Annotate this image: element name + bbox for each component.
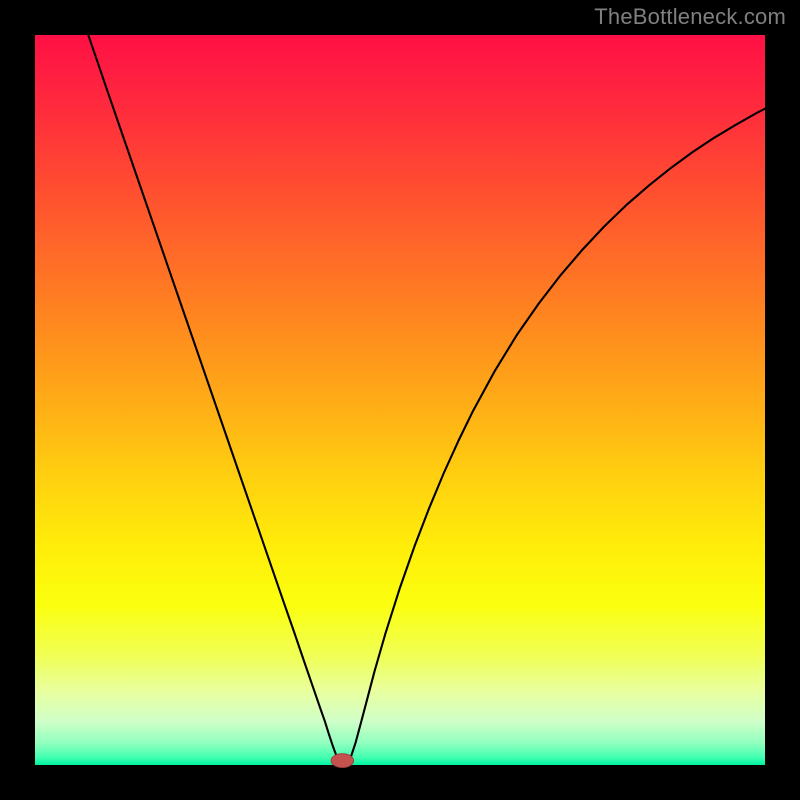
optimal-point-marker [331, 754, 354, 768]
watermark-text: TheBottleneck.com [594, 4, 786, 30]
chart-plot-area [35, 35, 765, 765]
chart-container: TheBottleneck.com [0, 0, 800, 800]
bottleneck-chart [0, 0, 800, 800]
